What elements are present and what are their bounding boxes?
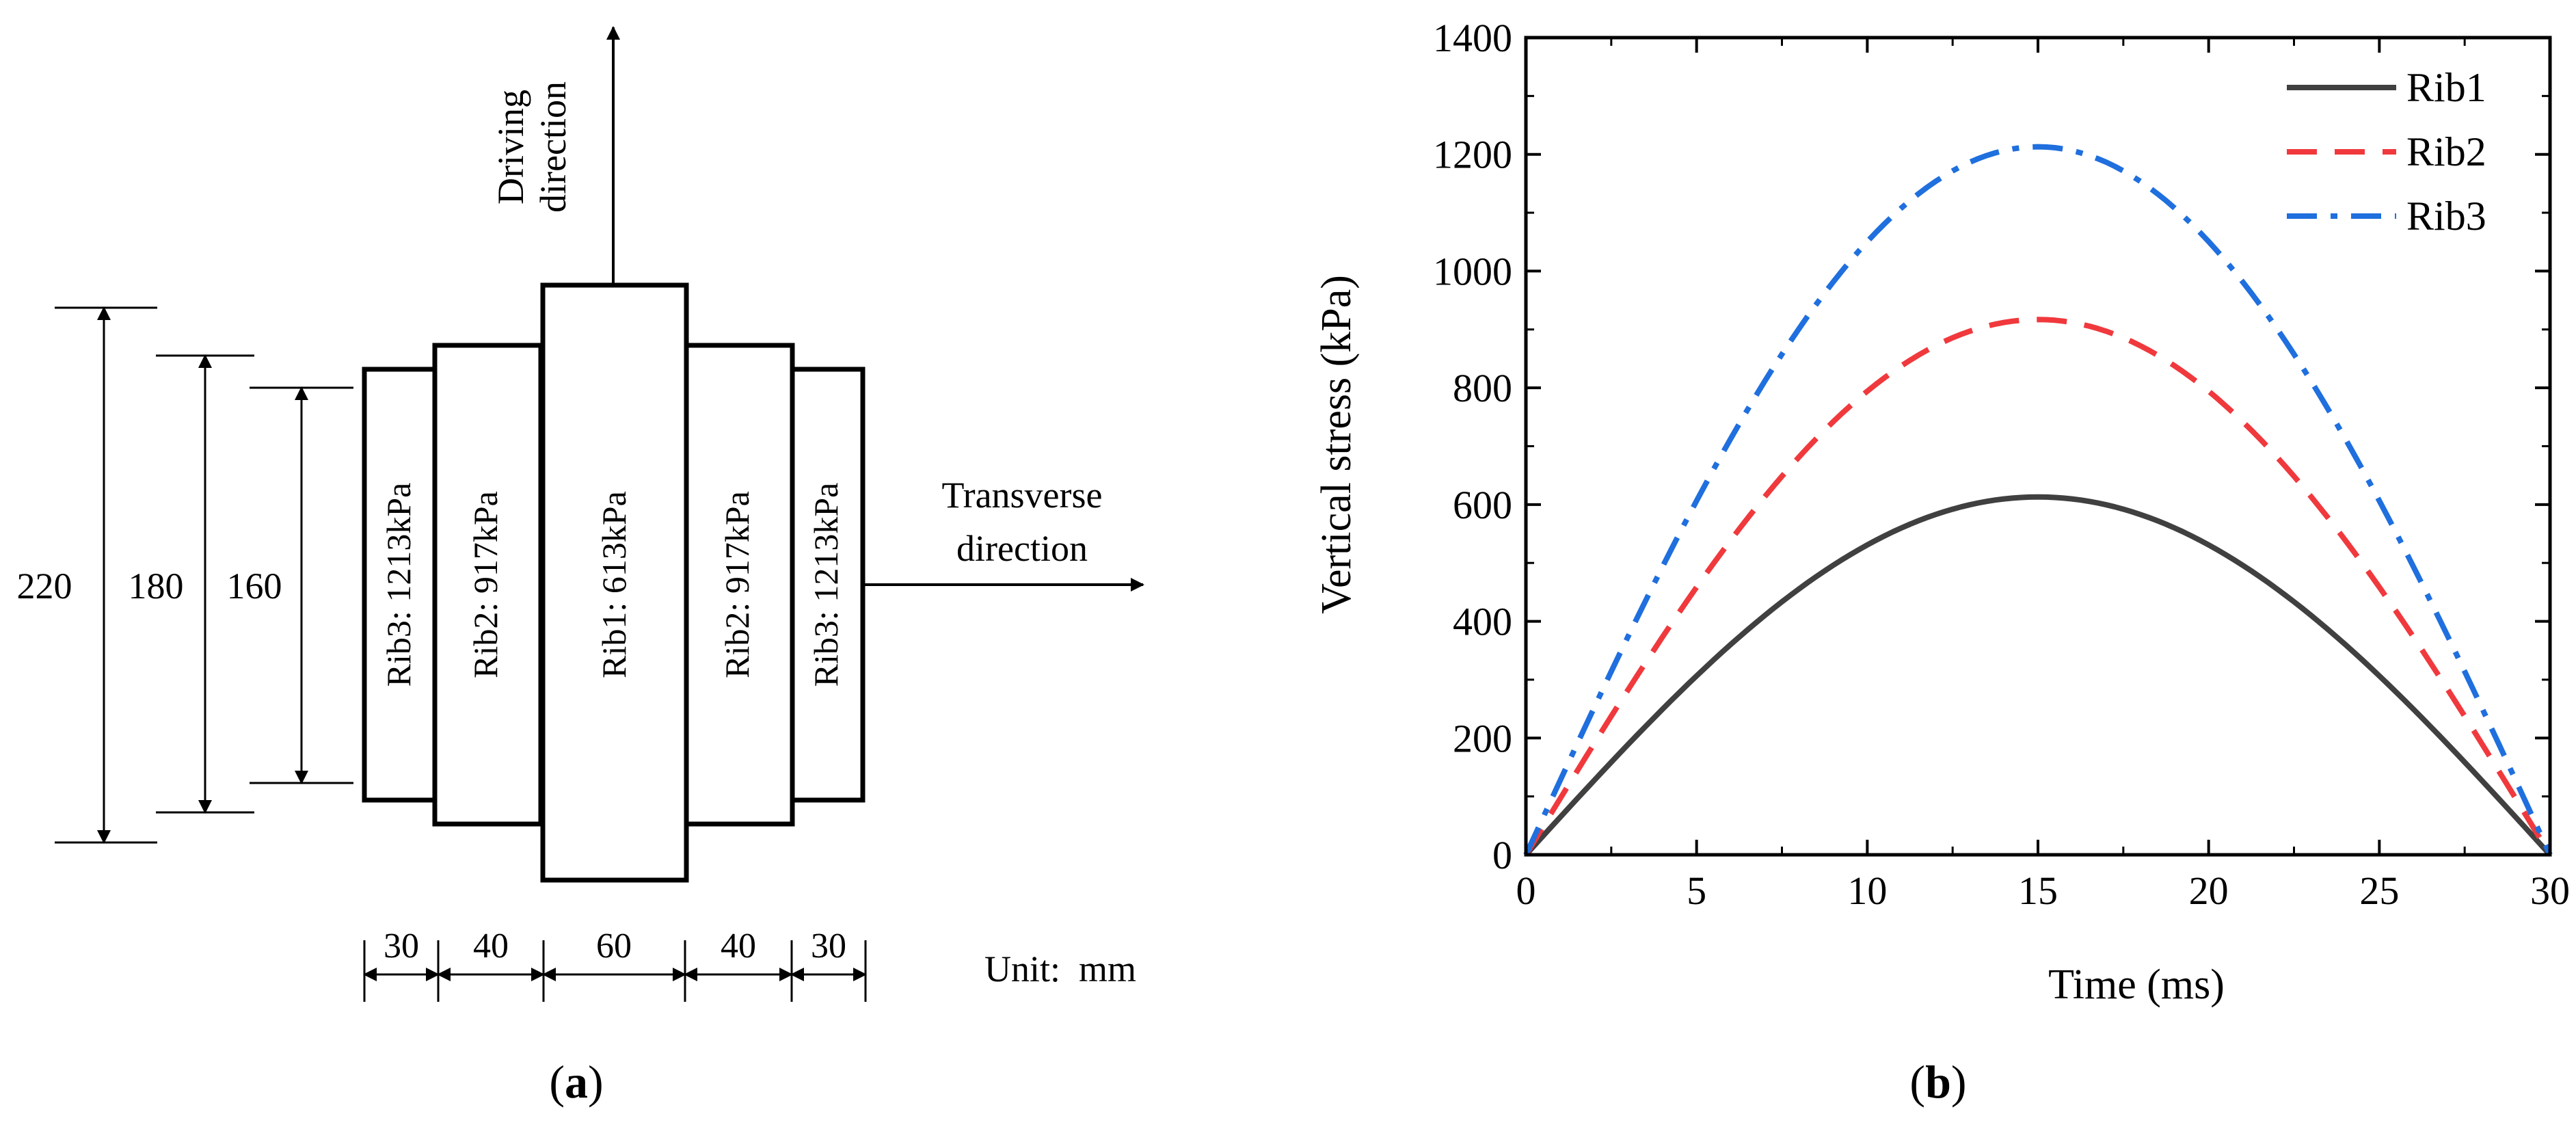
panel-a-diagram: Driving direction Rib3: 1213kPa Rib2: 91… [17, 26, 1144, 1108]
y-tick-label: 800 [1453, 366, 1512, 410]
y-tick-label: 600 [1453, 483, 1512, 527]
series-line-rib2 [1523, 317, 2553, 857]
series-line-rib1 [1524, 494, 2552, 857]
x-tick-label: 0 [1516, 868, 1536, 913]
rib1-center-label: Rib1: 613kPa [595, 491, 633, 678]
width-dim-30-left: 30 [384, 927, 419, 966]
rib3-right-label: Rib3: 1213kPa [807, 483, 845, 687]
rib2-right-label: Rib2: 917kPa [718, 491, 756, 678]
x-tick-label: 15 [2018, 868, 2058, 913]
y-tick-label: 200 [1453, 716, 1512, 760]
width-dim-60: 60 [596, 927, 632, 966]
legend-label-rib1: Rib1 [2406, 65, 2486, 110]
panel-b-label: (b) [1909, 1056, 1966, 1108]
length-dimension-180: 180 [129, 354, 254, 814]
x-tick-label: 25 [2359, 868, 2399, 913]
y-tick-label: 400 [1453, 600, 1512, 644]
series-line-rib3 [1523, 144, 2553, 856]
x-tick-label: 5 [1687, 868, 1706, 913]
dim-220-label: 220 [17, 566, 72, 607]
y-tick-label: 1200 [1433, 133, 1512, 177]
transverse-direction-label-line2: direction [956, 528, 1088, 569]
panel-a-label: (a) [549, 1056, 603, 1108]
transverse-direction-label-line1: Transverse [942, 475, 1103, 516]
legend-label-rib3: Rib3 [2406, 194, 2486, 239]
x-tick-label: 30 [2530, 868, 2570, 913]
plot-frame [1524, 36, 2552, 857]
width-dimensions: 30 40 60 40 30 [363, 927, 867, 1002]
length-dimension-160: 160 [227, 386, 353, 784]
dim-180-label: 180 [129, 566, 184, 607]
rib2-left-label: Rib2: 917kPa [466, 491, 505, 678]
width-dim-40-right: 40 [721, 927, 756, 966]
driving-direction-label-line2: direction [533, 81, 574, 213]
y-tick-label: 1000 [1433, 249, 1512, 293]
legend-label-rib2: Rib2 [2406, 129, 2486, 174]
rib2-left [432, 343, 544, 827]
y-axis-label: Vertical stress (kPa) [1313, 275, 1360, 614]
x-axis-label: Time (ms) [2048, 961, 2225, 1008]
rib1-center [540, 282, 689, 883]
dim-160-label: 160 [227, 566, 282, 607]
length-dimension-220: 220 [17, 306, 157, 844]
x-tick-label: 10 [1847, 868, 1887, 913]
x-tick-label: 20 [2189, 868, 2229, 913]
y-tick-label: 1400 [1433, 16, 1512, 60]
unit-label: Unit: mm [984, 948, 1136, 989]
driving-direction-label-line1: Driving [490, 90, 531, 204]
width-dim-30-right: 30 [811, 927, 846, 966]
y-tick-label: 0 [1492, 833, 1512, 877]
rib3-left-label: Rib3: 1213kPa [379, 483, 418, 687]
stress-time-chart: 0 5 10 15 20 25 30 0 200 400 600 800 1000 1200 1400 Ti… [1313, 16, 2570, 1108]
legend: Rib1 Rib2 Rib3 [2287, 65, 2486, 239]
width-dim-40-left: 40 [473, 927, 509, 966]
